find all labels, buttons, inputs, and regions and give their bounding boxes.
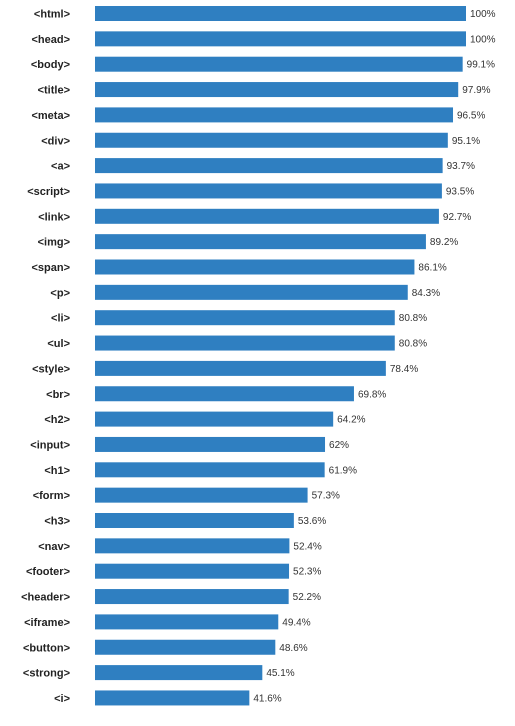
value-label: 41.6%	[253, 693, 281, 704]
value-label: 100%	[470, 9, 496, 20]
category-label: <ul>	[47, 338, 70, 350]
bar	[95, 284, 408, 300]
value-label: 93.7%	[447, 161, 475, 172]
bar	[95, 158, 443, 174]
category-label: <div>	[41, 135, 70, 147]
bar	[95, 31, 466, 47]
value-label: 45.1%	[266, 668, 294, 679]
category-label: <p>	[50, 287, 70, 299]
value-label: 97.9%	[462, 85, 490, 96]
value-label: 99.1%	[467, 60, 495, 71]
bar	[95, 259, 415, 275]
bars-group	[95, 6, 466, 706]
category-labels-group: <html> <head> <body> <title> <meta> <div> <a> <…	[21, 9, 70, 705]
bar	[95, 589, 289, 605]
value-label: 89.2%	[430, 237, 458, 248]
category-label: <footer>	[26, 566, 70, 578]
category-label: <h1>	[44, 465, 70, 477]
bar	[95, 6, 466, 21]
bar	[95, 360, 386, 376]
bar	[95, 132, 448, 148]
value-label: 53.6%	[298, 516, 326, 527]
value-label: 100%	[470, 34, 496, 45]
category-label: <h2>	[44, 414, 70, 426]
value-label: 62%	[329, 440, 349, 451]
category-label: <img>	[38, 237, 70, 249]
value-label: 52.3%	[293, 567, 321, 578]
value-label: 52.4%	[293, 541, 321, 552]
value-label: 93.5%	[446, 186, 474, 197]
bar	[95, 538, 290, 554]
value-label: 96.5%	[457, 110, 485, 121]
category-label: <li>	[51, 313, 70, 325]
category-label: <strong>	[23, 668, 70, 680]
category-label: <meta>	[31, 110, 70, 122]
bar	[95, 665, 263, 681]
bar	[95, 82, 459, 98]
category-label: <html>	[34, 9, 70, 21]
bar	[95, 234, 426, 250]
value-label: 80.8%	[399, 313, 427, 324]
category-label: <header>	[21, 592, 70, 604]
category-label: <br>	[46, 389, 70, 401]
value-labels-group: 100% 100% 99.1% 97.9% 96.5% 95.1% 93.7% 93.5% 92…	[253, 9, 495, 704]
value-label: 61.9%	[329, 465, 357, 476]
bar	[95, 56, 463, 72]
category-label: <head>	[31, 34, 70, 46]
value-label: 48.6%	[279, 643, 307, 654]
bar	[95, 386, 354, 402]
category-label: <nav>	[38, 541, 70, 553]
value-label: 78.4%	[390, 364, 418, 375]
value-label: 92.7%	[443, 212, 471, 223]
bar	[95, 487, 308, 503]
category-label: <form>	[33, 490, 70, 502]
bar	[95, 183, 442, 199]
bar	[95, 513, 294, 528]
category-label: <body>	[31, 59, 70, 71]
value-label: 95.1%	[452, 136, 480, 147]
value-label: 80.8%	[399, 339, 427, 350]
value-label: 57.3%	[312, 491, 340, 502]
category-label: <input>	[30, 439, 70, 451]
category-label: <button>	[23, 642, 70, 654]
bar	[95, 639, 276, 655]
bar	[95, 208, 439, 224]
bar	[95, 563, 290, 579]
category-label: <iframe>	[24, 617, 70, 629]
category-label: <a>	[51, 161, 70, 173]
category-label: <script>	[27, 186, 70, 198]
bar	[95, 310, 395, 326]
value-label: 49.4%	[282, 617, 310, 628]
bar	[95, 614, 279, 630]
category-label: <h3>	[44, 516, 70, 528]
bar	[95, 335, 395, 351]
category-label: <span>	[31, 262, 70, 274]
value-label: 86.1%	[418, 263, 446, 274]
category-label: <style>	[32, 363, 70, 375]
bar	[95, 436, 326, 452]
bar	[95, 107, 454, 123]
category-label: <title>	[38, 85, 70, 97]
category-label: <link>	[38, 211, 70, 223]
bar	[95, 462, 325, 478]
bar	[95, 690, 250, 706]
value-label: 64.2%	[337, 415, 365, 426]
value-label: 69.8%	[358, 389, 386, 400]
value-label: 84.3%	[412, 288, 440, 299]
category-label: <i>	[54, 693, 70, 705]
value-label: 52.2%	[293, 592, 321, 603]
bar	[95, 411, 334, 427]
